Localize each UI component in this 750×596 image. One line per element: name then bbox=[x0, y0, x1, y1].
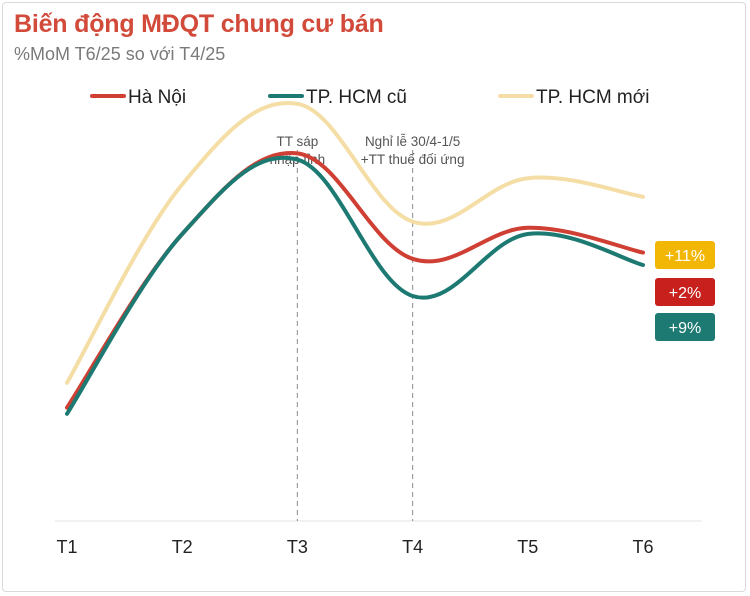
legend-label: TP. HCM cũ bbox=[306, 87, 407, 108]
x-tick-label: T4 bbox=[402, 537, 423, 557]
annotation-text: +TT thuế đối ứng bbox=[361, 152, 465, 167]
series-line-1 bbox=[65, 155, 645, 416]
end-label-badge bbox=[655, 313, 715, 341]
x-tick-label: T3 bbox=[287, 537, 308, 557]
x-tick-label: T2 bbox=[172, 537, 193, 557]
annotation-text: Nghỉ lễ 30/4-1/5 bbox=[365, 134, 460, 149]
end-label-badge bbox=[655, 241, 715, 269]
end-label-text: +2% bbox=[669, 285, 701, 302]
legend-label: Hà Nội bbox=[128, 87, 186, 108]
chart-title: Biến động MĐQT chung cư bán bbox=[14, 10, 384, 38]
chart-subtitle: %MoM T6/25 so với T4/25 bbox=[14, 44, 226, 64]
x-tick-label: T5 bbox=[517, 537, 538, 557]
end-label-text: +11% bbox=[665, 248, 705, 265]
series-line-0 bbox=[65, 151, 645, 410]
annotation-text: TT sáp bbox=[277, 134, 319, 149]
x-tick-label: T6 bbox=[632, 537, 653, 557]
x-tick-label: T1 bbox=[56, 537, 77, 557]
end-label-text: +9% bbox=[669, 320, 701, 337]
legend-label: TP. HCM mới bbox=[536, 87, 649, 108]
series-line-2 bbox=[65, 101, 645, 385]
end-label-badge bbox=[655, 278, 715, 306]
